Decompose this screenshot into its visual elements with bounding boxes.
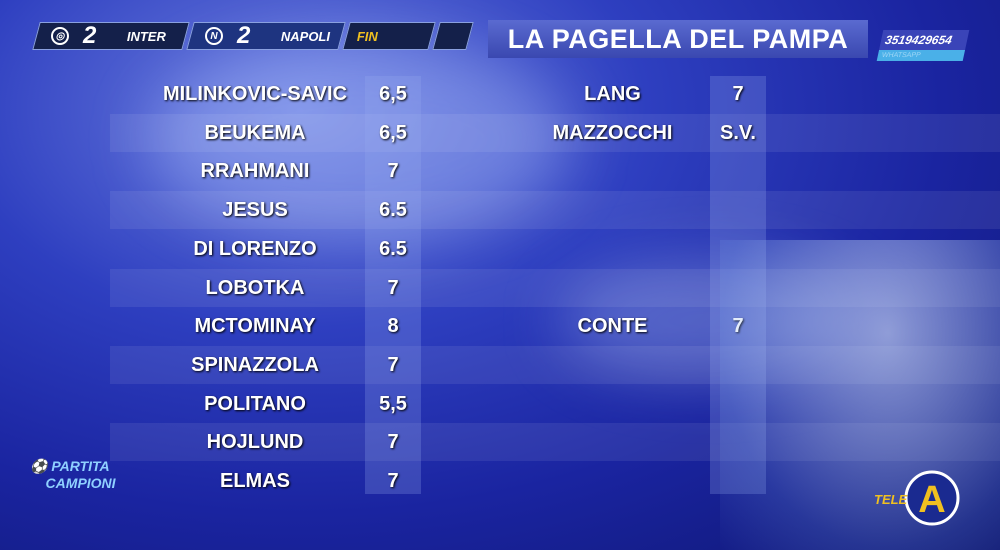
tele-a-logo: A TELE xyxy=(874,470,960,526)
player-grade: 6.5 xyxy=(379,237,407,260)
extra-panel xyxy=(432,22,474,50)
whatsapp-label: WHATSAPP xyxy=(876,50,966,61)
player-name: BEUKEMA xyxy=(204,121,306,144)
player-name: JESUS xyxy=(222,199,288,222)
player-name: SPINAZZOLA xyxy=(191,353,319,376)
player-grade: 5,5 xyxy=(379,392,407,415)
player-grade: 7 xyxy=(387,470,399,492)
left-grade-column xyxy=(365,76,421,494)
player-grade: 6.5 xyxy=(379,199,407,222)
scoreboard: ◎ 2 INTER N 2 NAPOLI FIN xyxy=(32,22,474,50)
partita-dei-campioni-logo: ⚽ PARTITA CAMPIONI xyxy=(30,458,116,491)
table-row xyxy=(110,113,1000,152)
player-grade: 7 xyxy=(387,431,399,454)
player-name: LANG xyxy=(584,83,641,105)
player-name: DI LORENZO xyxy=(193,237,317,260)
away-team-name: NAPOLI xyxy=(281,28,331,44)
phone-number: 3519429654 xyxy=(879,30,970,50)
player-grade: S.V. xyxy=(720,121,756,144)
player-grade: 8 xyxy=(387,315,399,338)
player-name: RRAHMANI xyxy=(200,160,310,183)
player-name: HOJLUND xyxy=(206,431,304,454)
status-label: FIN xyxy=(357,28,378,44)
player-grade: 7 xyxy=(387,353,399,376)
player-name: CONTE xyxy=(577,315,648,338)
player-name: ELMAS xyxy=(220,470,290,492)
player-grade: 6,5 xyxy=(379,83,407,105)
player-name: LOBOTKA xyxy=(205,276,305,299)
player-grade: 7 xyxy=(387,160,399,183)
svg-text:TELE: TELE xyxy=(874,492,908,507)
napoli-crest-icon: N xyxy=(205,27,223,45)
home-team-panel: ◎ 2 INTER xyxy=(32,22,190,50)
whatsapp-contact: 3519429654 WHATSAPP xyxy=(876,30,970,61)
away-score: 2 xyxy=(237,22,251,49)
home-team-name: INTER xyxy=(127,28,166,44)
background-glow xyxy=(150,40,570,240)
match-status: FIN xyxy=(342,22,436,50)
player-grade: 6,5 xyxy=(379,121,407,144)
table-row xyxy=(110,191,1000,230)
player-name: MAZZOCCHI xyxy=(552,121,673,144)
page-title: LA PAGELLA DEL PAMPA xyxy=(488,20,868,58)
player-name: POLITANO xyxy=(204,392,306,415)
player-name: MCTOMINAY xyxy=(194,315,316,338)
player-grade: 7 xyxy=(387,276,399,299)
inter-crest-icon: ◎ xyxy=(51,27,69,45)
player-grade: 7 xyxy=(732,83,744,105)
home-score: 2 xyxy=(83,22,97,49)
player-name: MILINKOVIC-SAVIC xyxy=(162,83,348,105)
svg-text:A: A xyxy=(918,479,945,521)
away-team-panel: N 2 NAPOLI xyxy=(186,22,346,50)
